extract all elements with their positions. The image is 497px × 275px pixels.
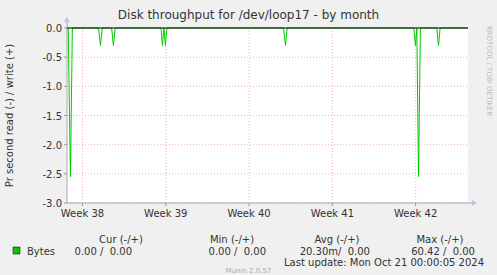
x-arrow	[472, 200, 477, 206]
y-grid	[67, 115, 468, 116]
x-tick-label: Week 41	[311, 208, 354, 219]
summary-cell: 60.42 / 0.00	[411, 246, 475, 257]
legend-label: Bytes	[27, 246, 55, 257]
footer: Munin 2.0.57	[226, 267, 272, 275]
x-grid	[249, 28, 250, 203]
background	[0, 0, 497, 275]
y-tick-label: -3.0	[42, 198, 62, 209]
y-tick-label: -1.0	[42, 81, 62, 92]
y-grid	[67, 86, 468, 87]
x-tick-label: Week 42	[394, 208, 437, 219]
series-group	[67, 28, 468, 177]
y-tick-label: -2.0	[42, 140, 62, 151]
summary-header: Avg (-/+)	[315, 234, 360, 245]
summary-header: Max (-/+)	[416, 234, 463, 245]
y-grid	[67, 173, 468, 174]
plot-area	[67, 28, 468, 203]
chart: Disk throughput for /dev/loop17 - by mon…	[0, 0, 497, 275]
y-tick-label: -2.5	[42, 169, 62, 180]
x-tick-label: Week 38	[61, 208, 104, 219]
x-grid	[82, 28, 83, 203]
series-line	[67, 28, 468, 177]
last-update: Last update: Mon Oct 21 00:00:05 2024	[284, 257, 484, 268]
y-grid	[67, 28, 468, 29]
y-tick-label: -1.5	[42, 111, 62, 122]
summary-header: Cur (-/+)	[99, 234, 143, 245]
y-grid	[67, 144, 468, 145]
x-grid	[332, 28, 333, 203]
title: Disk throughput for /dev/loop17 - by mon…	[118, 8, 379, 22]
summary-cell: 0.00 / 0.00	[209, 246, 266, 257]
y-tick-label: 0.0	[46, 23, 62, 34]
watermark: RRDTOOL / TOBI OETIKER	[485, 26, 493, 116]
y-arrow	[64, 17, 70, 22]
x-grid	[165, 28, 166, 203]
summary-cell: 20.30m/ 0.00	[300, 246, 370, 257]
summary-cell: 0.00 / 0.00	[75, 246, 132, 257]
legend-swatch	[13, 247, 20, 254]
y-grid	[67, 57, 468, 58]
x-grid	[415, 28, 416, 203]
y-tick-label: -0.5	[42, 52, 62, 63]
zero-line	[67, 28, 468, 29]
summary-header: Min (-/+)	[210, 234, 254, 245]
x-axis	[67, 203, 472, 204]
x-tick-label: Week 40	[227, 208, 270, 219]
y-axis	[67, 22, 68, 203]
x-tick-label: Week 39	[144, 208, 187, 219]
y-label: Pr second read (-) / write (+)	[4, 44, 15, 187]
